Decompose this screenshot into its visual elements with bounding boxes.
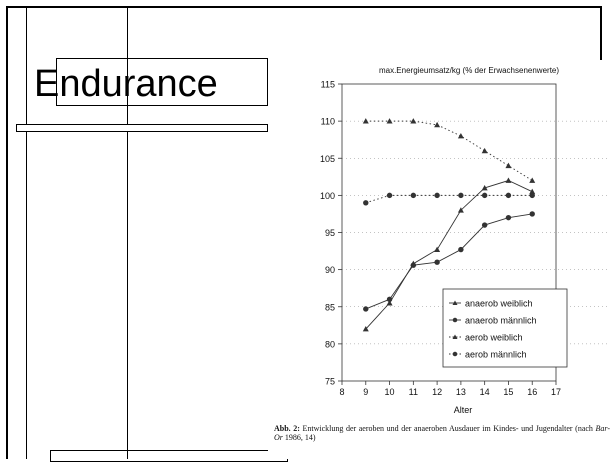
data-point-3 (481, 192, 488, 199)
data-point-3 (363, 200, 369, 206)
x-tick-label: 12 (432, 387, 442, 397)
y-tick-label: 105 (320, 154, 335, 164)
data-point-0 (505, 177, 512, 183)
data-point-1 (410, 262, 417, 268)
data-point-3 (386, 192, 393, 199)
vertical-divider-center (127, 8, 128, 459)
data-point-3 (505, 192, 512, 199)
data-point-0 (386, 300, 393, 306)
data-point-3 (410, 192, 417, 199)
data-point-1 (386, 296, 393, 303)
x-tick-label: 16 (527, 387, 537, 397)
vertical-divider-left (26, 8, 27, 459)
y-tick-label: 75 (325, 377, 335, 387)
x-tick-label: 14 (480, 387, 490, 397)
y-tick-label: 100 (320, 191, 335, 201)
y-tick-label: 90 (325, 265, 335, 275)
data-point-1 (363, 306, 369, 312)
y-tick-label: 115 (321, 80, 335, 90)
data-point-0 (434, 246, 441, 252)
caption-text-2: 1986, 14) (284, 433, 316, 442)
slide-title: Endurance (34, 63, 218, 105)
data-point-0 (529, 188, 536, 195)
x-tick-label: 17 (551, 387, 561, 397)
legend-marker-2 (452, 334, 458, 339)
data-point-1 (481, 222, 488, 228)
x-axis-label: Alter (454, 405, 473, 415)
y-tick-label: 80 (325, 339, 335, 349)
caption-text-1: Entwicklung der aeroben und der anaerobe… (302, 424, 593, 433)
series-line-3 (365, 194, 533, 204)
x-tick-label: 11 (409, 387, 418, 397)
title-placeholder-box (56, 58, 268, 106)
chart-title: max.Energieumsatz/kg (% der Erwachsenenw… (379, 66, 559, 75)
bottom-placeholder-box (50, 450, 288, 462)
data-point-2 (434, 121, 441, 128)
figure-caption: Abb. 2: Entwicklung der aeroben und der … (274, 424, 610, 442)
data-point-2 (529, 177, 536, 183)
endurance-chart: max.Energieumsatz/kg (% der Erwachsenenw… (320, 66, 610, 415)
data-point-1 (529, 211, 535, 217)
legend-label-0: anaerob weiblich (465, 299, 533, 309)
data-point-2 (481, 147, 488, 154)
x-tick-label: 10 (385, 387, 395, 397)
legend-marker-0 (452, 300, 458, 305)
figure-panel: max.Energieumsatz/kg (% der Erwachsenenw… (268, 60, 610, 459)
data-point-2 (505, 162, 512, 169)
data-point-0 (362, 326, 369, 332)
x-tick-label: 8 (339, 387, 344, 397)
data-point-1 (434, 259, 440, 265)
y-tick-label: 110 (321, 117, 335, 127)
legend-label-1: anaerob männlich (465, 316, 537, 326)
data-point-3 (458, 192, 464, 199)
legend-marker-1 (452, 317, 458, 323)
caption-author: Bar-Or (274, 424, 610, 442)
data-point-3 (434, 192, 440, 199)
data-point-1 (505, 214, 512, 221)
y-tick-label: 85 (325, 302, 335, 312)
series-line-2 (365, 120, 533, 181)
series-line-1 (365, 213, 533, 310)
data-point-2 (410, 118, 417, 124)
data-point-1 (458, 246, 464, 253)
x-tick-label: 9 (363, 387, 368, 397)
x-tick-label: 15 (503, 387, 513, 397)
series-line-0 (365, 180, 533, 330)
legend-box (442, 288, 568, 368)
horizontal-bar-box (16, 124, 268, 132)
data-point-2 (362, 118, 369, 124)
data-point-2 (386, 118, 393, 124)
legend-label-2: aerob weiblich (465, 333, 523, 343)
legend-label-3: aerob männlich (465, 350, 527, 360)
y-tick-label: 95 (325, 228, 335, 238)
data-point-0 (481, 184, 488, 191)
data-point-0 (457, 207, 464, 213)
x-tick-label: 13 (456, 387, 466, 397)
caption-label: Abb. 2: (274, 424, 300, 433)
data-point-2 (457, 132, 464, 139)
legend-marker-3 (452, 351, 458, 357)
data-point-3 (529, 192, 535, 199)
